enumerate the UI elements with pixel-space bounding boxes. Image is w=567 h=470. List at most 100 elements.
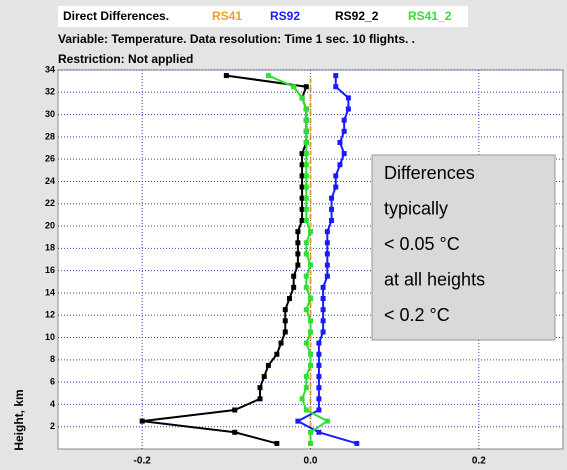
marker (316, 362, 322, 368)
marker (303, 385, 309, 391)
marker (286, 296, 292, 302)
marker (274, 440, 280, 446)
marker (333, 73, 339, 79)
annotation-text: Differences (384, 163, 475, 183)
marker (265, 362, 271, 368)
marker (316, 396, 322, 402)
annotation-text: < 0.05 °C (384, 234, 460, 254)
y-tick-label: 8 (50, 354, 55, 364)
y-tick-label: 4 (50, 399, 55, 409)
marker (303, 84, 309, 90)
marker (295, 229, 301, 235)
chart-title: Direct Differences. (63, 9, 169, 23)
marker (232, 429, 238, 435)
marker (316, 429, 322, 435)
subtitle: Variable: Temperature. Data resolution: … (58, 32, 415, 46)
marker (299, 217, 305, 223)
marker (303, 173, 309, 179)
marker (308, 318, 313, 324)
y-tick-label: 26 (45, 154, 55, 164)
marker (303, 117, 309, 123)
marker (341, 117, 347, 123)
marker (316, 340, 322, 346)
marker (303, 217, 309, 223)
marker (308, 351, 313, 357)
y-tick-label: 10 (45, 332, 55, 342)
marker (320, 307, 326, 313)
marker (303, 284, 309, 290)
marker (274, 351, 280, 357)
marker (299, 184, 305, 190)
marker (299, 173, 305, 179)
y-tick-label: 12 (45, 310, 55, 320)
marker (308, 440, 313, 446)
marker (308, 329, 313, 335)
marker (291, 84, 297, 90)
y-tick-label: 14 (45, 287, 55, 297)
marker (337, 139, 343, 145)
marker (295, 418, 301, 424)
y-tick-label: 2 (50, 421, 55, 431)
marker (337, 162, 343, 168)
marker (324, 251, 330, 257)
marker (282, 318, 288, 324)
marker (345, 95, 351, 101)
marker (324, 240, 330, 246)
x-tick-label: 0.2 (472, 456, 486, 467)
marker (257, 385, 263, 391)
marker (324, 229, 330, 235)
y-tick-label: 16 (45, 265, 55, 275)
marker (303, 128, 309, 134)
marker (282, 307, 288, 313)
marker (299, 162, 305, 168)
marker (341, 128, 347, 134)
marker (303, 151, 309, 157)
marker (303, 273, 309, 279)
marker (324, 262, 330, 268)
marker (308, 429, 313, 435)
y-tick-label: 22 (45, 198, 55, 208)
marker (320, 284, 326, 290)
marker (232, 407, 238, 413)
marker (329, 206, 335, 212)
legend-label: RS92 (270, 9, 300, 23)
marker (345, 106, 351, 112)
marker (303, 195, 309, 201)
marker (324, 273, 330, 279)
marker (257, 396, 263, 402)
marker (308, 362, 313, 368)
y-tick-label: 18 (45, 243, 55, 253)
marker (139, 418, 145, 424)
marker (329, 195, 335, 201)
marker (295, 240, 301, 246)
marker (316, 374, 322, 380)
marker (299, 195, 305, 201)
marker (329, 217, 335, 223)
x-tick-label: 0.0 (304, 456, 318, 467)
y-tick-label: 20 (45, 220, 55, 230)
marker (261, 374, 267, 380)
y-tick-label: 24 (45, 176, 55, 186)
marker (299, 396, 305, 402)
annotation-text: < 0.2 °C (384, 305, 450, 325)
annotation-text: typically (384, 198, 448, 218)
marker (320, 329, 326, 335)
marker (299, 95, 305, 101)
marker (278, 340, 284, 346)
marker (333, 84, 339, 90)
marker (303, 374, 309, 380)
marker (303, 139, 309, 145)
y-tick-label: 6 (50, 376, 55, 386)
marker (308, 229, 313, 235)
marker (223, 73, 229, 79)
marker (299, 151, 305, 157)
series-line (295, 75, 358, 445)
marker (316, 407, 322, 413)
marker (320, 296, 326, 302)
series-line (268, 74, 330, 444)
marker (333, 184, 339, 190)
restriction: Restriction: Not applied (58, 52, 193, 66)
marker (282, 329, 288, 335)
marker (303, 240, 309, 246)
